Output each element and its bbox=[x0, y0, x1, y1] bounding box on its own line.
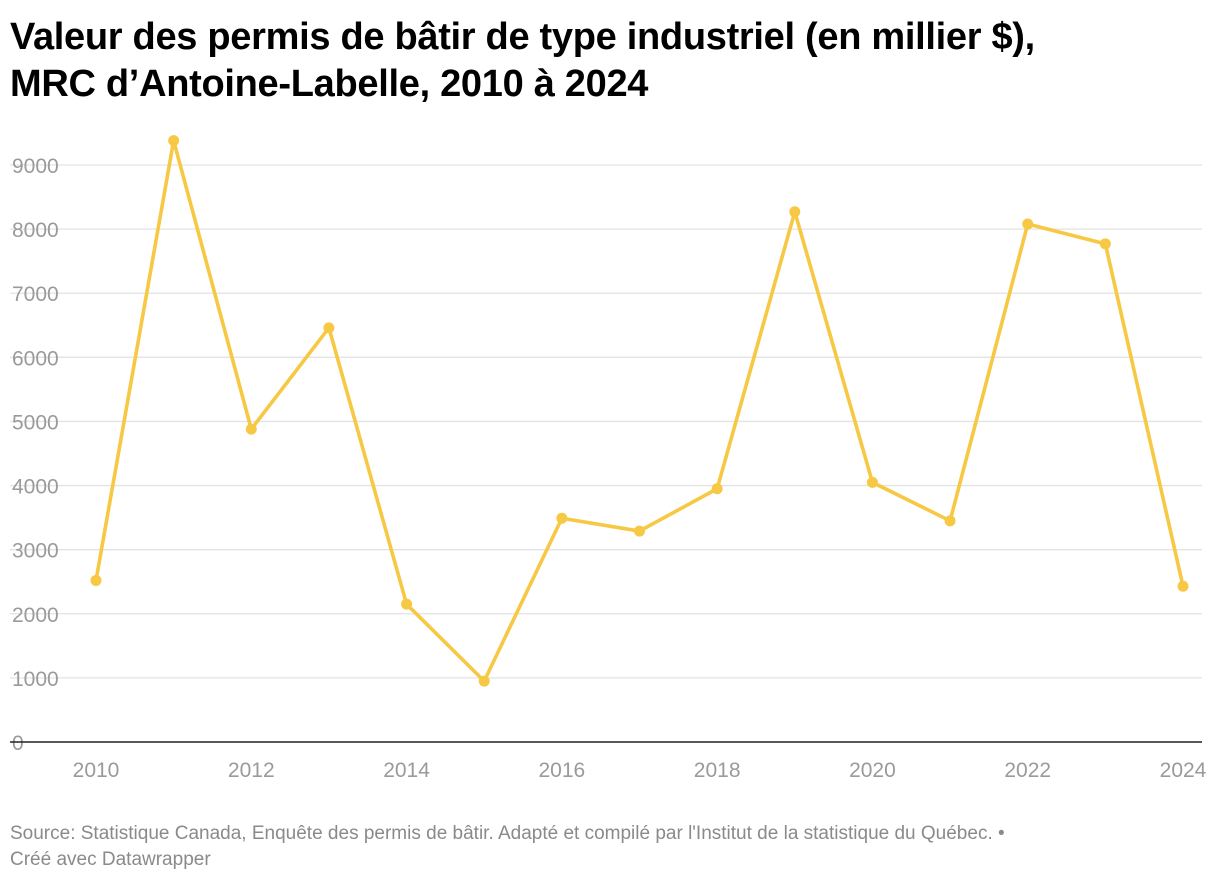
data-point-2010 bbox=[90, 574, 102, 586]
x-tick-label: 2010 bbox=[73, 759, 120, 782]
y-tick-label: 6000 bbox=[12, 347, 59, 370]
chart-title-line-1: Valeur des permis de bâtir de type indus… bbox=[10, 16, 1035, 58]
x-tick-label: 2012 bbox=[228, 759, 275, 782]
data-point-2016 bbox=[556, 512, 568, 524]
x-tick-label: 2022 bbox=[1004, 759, 1051, 782]
data-point-2019 bbox=[789, 206, 801, 218]
data-point-2017 bbox=[634, 525, 645, 537]
chart-title: Valeur des permis de bâtir de type indus… bbox=[10, 14, 1200, 108]
chart-title-line-2: MRC d’Antoine-Labelle, 2010 à 2024 bbox=[10, 63, 649, 105]
x-tick-label: 2014 bbox=[383, 759, 430, 782]
y-tick-label: 4000 bbox=[12, 476, 59, 499]
x-tick-label: 2020 bbox=[849, 759, 896, 782]
y-tick-label: 3000 bbox=[12, 540, 59, 563]
y-tick-label: 9000 bbox=[12, 155, 59, 178]
y-axis-tick-labels: 0 1000 2000 3000 4000 5000 6000 7000 8000 9000 bbox=[12, 155, 59, 755]
x-tick-label: 2024 bbox=[1160, 759, 1207, 782]
data-point-2015 bbox=[478, 675, 490, 687]
data-point-2023 bbox=[1099, 238, 1111, 250]
data-point-2020 bbox=[866, 476, 878, 488]
source-note: Source: Statistique Canada, Enquête des … bbox=[10, 823, 1005, 844]
data-point-2024 bbox=[1177, 580, 1189, 592]
y-tick-label: 1000 bbox=[12, 668, 59, 691]
series-line bbox=[94, 138, 1185, 683]
data-point-2018 bbox=[711, 483, 723, 495]
data-point-2013 bbox=[323, 322, 335, 334]
chart-footer: Source: Statistique Canada, Enquête des … bbox=[10, 821, 1210, 873]
x-tick-label: 2018 bbox=[694, 759, 741, 782]
y-tick-label: 8000 bbox=[12, 219, 59, 242]
y-tick-label: 0 bbox=[12, 732, 24, 755]
y-tick-label: 7000 bbox=[12, 283, 59, 306]
data-point-2012 bbox=[245, 423, 257, 435]
data-point-2011 bbox=[168, 135, 180, 147]
data-point-2021 bbox=[944, 515, 956, 527]
x-tick-label: 2016 bbox=[538, 759, 585, 782]
y-tick-label: 5000 bbox=[12, 411, 59, 434]
data-point-2022 bbox=[1022, 218, 1034, 230]
data-point-2014 bbox=[401, 598, 413, 610]
x-axis-tick-labels: 2010 2012 2014 2016 2018 2020 2022 2024 bbox=[73, 759, 1207, 782]
series-line-group bbox=[90, 135, 1189, 687]
y-tick-label: 2000 bbox=[12, 604, 59, 627]
gridlines bbox=[10, 164, 1202, 679]
credit-note: Créé avec Datawrapper bbox=[10, 849, 211, 870]
